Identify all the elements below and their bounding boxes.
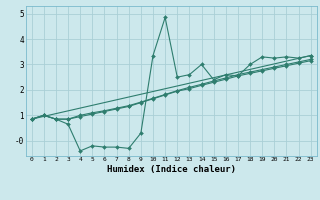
X-axis label: Humidex (Indice chaleur): Humidex (Indice chaleur) [107, 165, 236, 174]
